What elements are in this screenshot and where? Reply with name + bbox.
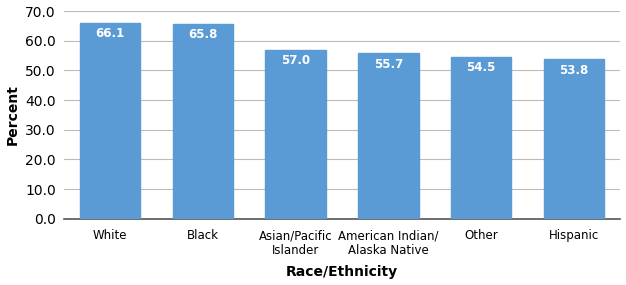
X-axis label: Race/Ethnicity: Race/Ethnicity	[286, 265, 398, 280]
Bar	[80, 23, 140, 219]
Bar	[544, 59, 604, 219]
Text: 54.5: 54.5	[466, 62, 496, 74]
Text: 65.8: 65.8	[188, 28, 217, 41]
Bar	[265, 50, 326, 219]
Bar	[358, 54, 419, 219]
Bar	[451, 57, 511, 219]
Text: 66.1: 66.1	[95, 27, 125, 40]
Text: 53.8: 53.8	[560, 64, 588, 77]
Text: 57.0: 57.0	[281, 54, 310, 67]
Bar	[173, 24, 233, 219]
Text: 55.7: 55.7	[374, 58, 403, 71]
Y-axis label: Percent: Percent	[6, 84, 19, 145]
